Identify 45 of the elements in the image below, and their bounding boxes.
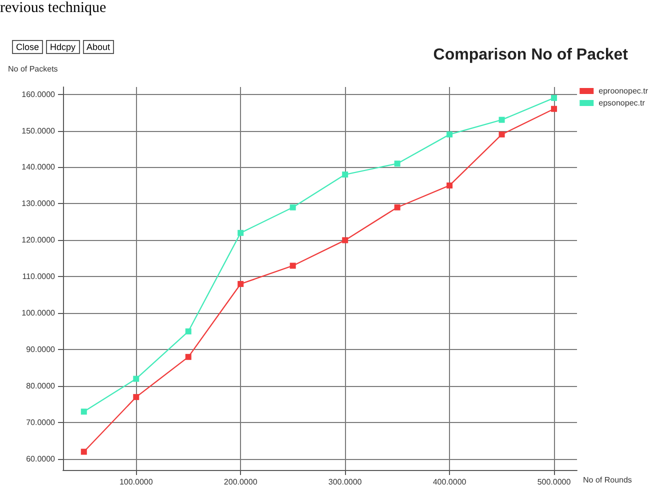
- text: Hdcpy: [46, 40, 80, 54]
- point: [394, 160, 400, 167]
- point: [185, 328, 192, 334]
- y-tick-label: 100.0000: [22, 308, 56, 318]
- point: [551, 106, 558, 112]
- legend-label: eproonopec.tr: [598, 86, 648, 96]
- point: [133, 376, 140, 382]
- point: [342, 172, 348, 178]
- text: revious technique: [0, 0, 106, 16]
- x-tick-label: 400.0000: [432, 478, 467, 486]
- y-tick-label: 160.0000: [22, 90, 56, 99]
- legend-label: epsonopec.tr: [598, 98, 646, 108]
- text: Close: [12, 40, 44, 54]
- chart-title: Comparison No of Packet: [433, 46, 629, 64]
- y-tick-label: 150.0000: [22, 126, 56, 136]
- point: [446, 182, 453, 188]
- y-tick-label: 110.0000: [22, 272, 56, 282]
- point: [133, 394, 140, 400]
- y-axis-title: No of Packets: [8, 64, 58, 74]
- x-tick-label: 300.0000: [328, 478, 362, 486]
- point: [498, 116, 505, 123]
- y-tick-label: 80.0000: [26, 382, 56, 391]
- point: [290, 204, 296, 210]
- point: [394, 204, 400, 210]
- text: About: [82, 40, 114, 54]
- point: [80, 448, 87, 455]
- y-tick-label: 120.0000: [22, 236, 56, 245]
- point: [446, 131, 453, 138]
- y-tick-label: 70.0000: [26, 418, 56, 428]
- point: [551, 94, 558, 101]
- point: [238, 280, 244, 287]
- x-tick-label: 200.0000: [224, 478, 258, 486]
- point: [498, 131, 505, 138]
- x-tick-label: 500.0000: [537, 478, 572, 486]
- point: [80, 408, 87, 415]
- x-tick-label: 100.0000: [119, 478, 154, 486]
- point: [290, 262, 296, 269]
- y-tick-label: 140.0000: [22, 162, 56, 172]
- y-tick-label: 60.0000: [26, 454, 56, 464]
- point: [342, 237, 348, 244]
- point: [238, 230, 244, 236]
- y-tick-label: 130.0000: [22, 199, 56, 208]
- point: [185, 354, 192, 360]
- x-axis-title: No of Rounds: [583, 476, 632, 484]
- y-tick-label: 90.0000: [26, 345, 56, 354]
